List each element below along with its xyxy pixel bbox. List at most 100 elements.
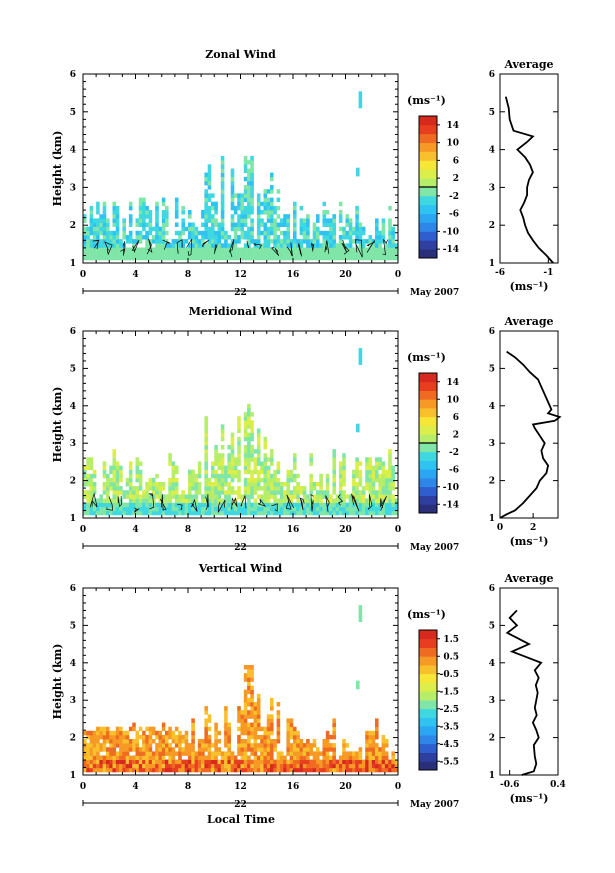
heatmap-cell: [201, 767, 205, 773]
heatmap-cell: [247, 210, 251, 215]
heatmap-cell: [181, 751, 185, 756]
heatmap-cell: [102, 498, 107, 503]
heatmap-cell: [109, 763, 113, 769]
heatmap-cell: [332, 726, 336, 732]
heatmap-cell: [384, 767, 389, 773]
heatmap-cell: [289, 506, 294, 512]
heatmap-cell: [145, 243, 149, 248]
heatmap-cell: [335, 247, 340, 252]
heatmap-cell: [247, 235, 251, 240]
heatmap-cell: [96, 763, 100, 769]
heatmap-cell: [165, 767, 169, 773]
heatmap-cell: [381, 255, 386, 261]
heatmap-cell: [135, 247, 140, 252]
heatmap-cell: [243, 436, 248, 442]
heatmap-cell: [227, 465, 231, 471]
heatmap-cell: [325, 230, 330, 236]
heatmap-cell: [306, 510, 310, 516]
heatmap-cell: [306, 498, 310, 503]
colorbar-tick-label: -1.5: [440, 687, 459, 697]
heatmap-cell: [279, 759, 284, 765]
heatmap-cell: [148, 486, 153, 491]
zero-contour: [92, 238, 389, 258]
heatmap-cell: [316, 218, 320, 223]
heatmap-cell: [148, 510, 153, 516]
colorbar-tick-label: 0.5: [443, 652, 459, 662]
heatmap-cell: [358, 609, 363, 614]
heatmap-cell: [132, 722, 136, 728]
heatmap-cell: [355, 498, 359, 503]
heatmap-cell: [171, 473, 176, 479]
heatmap-cell: [220, 185, 225, 190]
heatmap-cell: [86, 235, 90, 240]
heatmap-cell: [270, 702, 274, 707]
x-tick-label: 8: [185, 525, 191, 535]
heatmap-cell: [158, 739, 163, 744]
colorbar-swatch: [419, 160, 437, 170]
heatmap-cell: [296, 255, 300, 261]
heatmap-cell: [207, 210, 212, 215]
heatmap-cell: [102, 486, 107, 491]
heatmap-cell: [270, 189, 274, 194]
heatmap-cell: [168, 751, 172, 756]
heatmap-cell: [256, 251, 261, 257]
heatmap-cell: [122, 494, 126, 499]
heatmap-cell: [329, 230, 333, 236]
heatmap-cell: [148, 255, 153, 261]
heatmap-cell: [388, 251, 392, 257]
heatmap-cell: [83, 747, 87, 752]
heatmap-cell: [201, 739, 205, 744]
heatmap-cell: [174, 201, 179, 207]
heatmap-cell: [86, 457, 90, 462]
heatmap-cell: [119, 506, 123, 512]
heatmap-cell: [345, 255, 350, 261]
heatmap-cell: [132, 502, 136, 508]
heatmap-cell: [89, 230, 94, 236]
heatmap-cell: [155, 506, 159, 512]
heatmap-cell: [375, 734, 379, 740]
heatmap-cell: [151, 255, 156, 261]
heatmap-cell: [204, 172, 208, 178]
heatmap-cell: [220, 469, 225, 475]
heatmap-cell: [388, 226, 392, 232]
heatmap-cell: [355, 486, 359, 491]
heatmap-cell: [338, 226, 343, 232]
heatmap-cell: [250, 743, 254, 748]
heatmap-cell: [151, 226, 156, 232]
heatmap-cell: [325, 739, 330, 744]
heatmap-cell: [197, 247, 202, 252]
heatmap-cell: [299, 218, 304, 223]
heatmap-cell: [115, 743, 120, 748]
figure-xlabel: Local Time: [207, 813, 275, 826]
heatmap-cell: [201, 747, 205, 752]
heatmap-cell: [197, 461, 202, 466]
heatmap-cell: [388, 235, 392, 240]
heatmap-cell: [293, 243, 297, 248]
heatmap-cell: [112, 243, 117, 248]
heatmap-cell: [151, 490, 156, 495]
heatmap-cell: [181, 759, 185, 765]
colorbar-tick-label: 14: [446, 378, 459, 388]
heatmap-cell: [181, 239, 185, 244]
heatmap-cell: [325, 222, 330, 227]
heatmap-cell: [201, 239, 205, 244]
heatmap-cell: [266, 189, 271, 194]
heatmap-cell: [247, 482, 251, 487]
heatmap-cell: [391, 465, 395, 471]
heatmap-cell: [224, 469, 228, 475]
heatmap-cell: [178, 247, 182, 252]
heatmap-cell: [266, 751, 271, 756]
heatmap-cell: [352, 767, 356, 773]
contour-line: [213, 244, 218, 255]
heatmap-cell: [375, 498, 379, 503]
profile-title: Average: [503, 572, 553, 585]
heatmap-cell: [358, 239, 363, 244]
heatmap-cell: [368, 235, 373, 240]
colorbar-swatch: [419, 735, 437, 745]
x-tick-label: 4: [132, 270, 138, 280]
x-tick-label: 0: [395, 782, 401, 792]
heatmap-cell: [316, 498, 320, 503]
heatmap-cell: [106, 222, 110, 227]
heatmap-cell: [233, 767, 238, 773]
heatmap-cell: [138, 251, 143, 257]
